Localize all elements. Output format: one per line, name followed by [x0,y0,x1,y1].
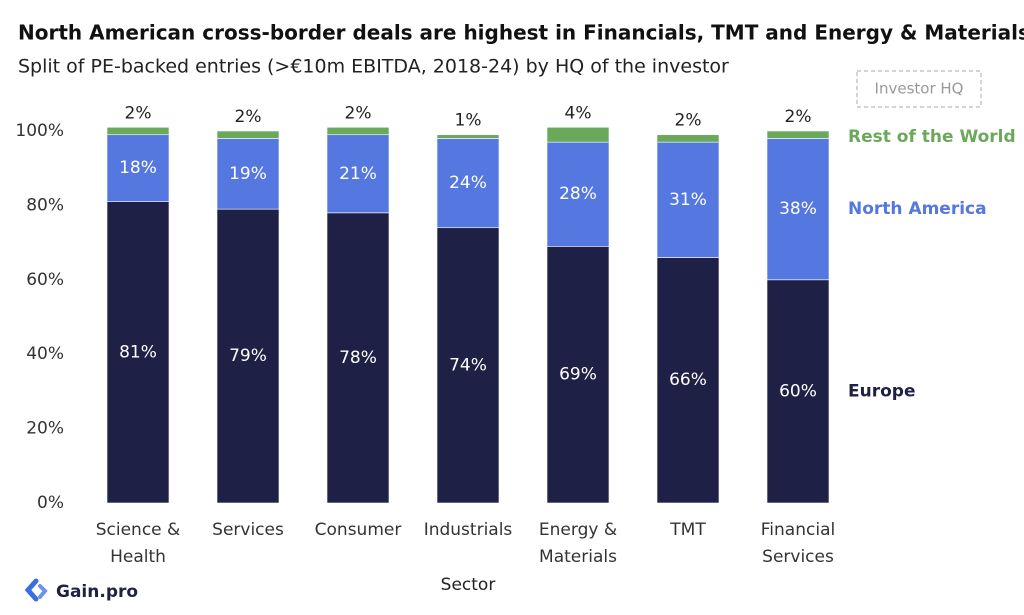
x-tick-label: Services [212,520,284,540]
value-label: 38% [779,199,817,219]
x-tick-label: Consumer [314,520,402,540]
bar-segment [216,208,280,504]
value-label: 31% [669,190,707,210]
chart-title: North American cross-border deals are hi… [18,21,1024,45]
bar-segment [656,134,720,143]
bar-segment [546,126,610,143]
x-tick-label: Science & Health [95,520,181,567]
y-tick-label: 20% [26,419,64,439]
x-tick-label: Financial Services [760,520,836,567]
value-label: 78% [339,348,377,368]
bar-segment [326,134,390,214]
value-label: 60% [779,381,817,401]
value-label: 28% [559,184,597,204]
value-label: 21% [339,164,377,184]
value-label: 79% [229,346,267,366]
y-tick-label: 100% [15,121,64,141]
logo-icon [24,578,48,602]
legend-label: Rest of the World [848,127,1016,147]
value-label: 2% [675,111,702,131]
bar-segment [326,126,390,136]
y-tick-label: 80% [26,195,64,215]
bar-segment [436,138,500,229]
chart-subtitle: Split of PE-backed entries (>€10m EBITDA… [18,56,729,78]
bar-segment [216,130,280,139]
y-tick-label: 0% [37,493,64,513]
legend-box [856,70,982,108]
logo-text: Gain.pro [56,582,138,602]
bar-segment [216,138,280,210]
value-label: 24% [449,173,487,193]
value-label: 1% [455,111,482,131]
value-label: 18% [119,158,157,178]
bar-segment [106,201,170,504]
x-tick-label: Industrials [423,520,513,540]
x-axis-label: Sector [441,575,496,595]
bar-segment [106,126,170,136]
bar-segment [436,134,500,139]
value-label: 2% [785,107,812,127]
value-label: 66% [669,370,707,390]
value-label: 81% [119,342,157,362]
value-label: 2% [235,107,262,127]
bar-segment [436,227,500,504]
x-tick-label: Energy & Materials [538,520,618,567]
bar-segment [766,130,830,139]
legend-label: North America [848,199,987,219]
bar-segment [656,141,720,258]
bar-segment [766,138,830,281]
legend-title: Investor HQ [875,80,964,98]
y-tick-label: 60% [26,270,64,290]
bar-segment [326,212,390,504]
value-label: 69% [559,365,597,385]
x-tick-label: TMT [670,520,706,540]
value-label: 19% [229,164,267,184]
bar-segment [656,257,720,504]
legend-label: Europe [848,381,915,401]
y-tick-label: 40% [26,344,64,364]
bar-segment [106,134,170,202]
bar-segment [546,141,610,247]
value-label: 2% [345,103,372,123]
bar-segment [546,246,610,504]
value-label: 4% [565,103,592,123]
value-label: 74% [449,355,487,375]
value-label: 2% [125,103,152,123]
